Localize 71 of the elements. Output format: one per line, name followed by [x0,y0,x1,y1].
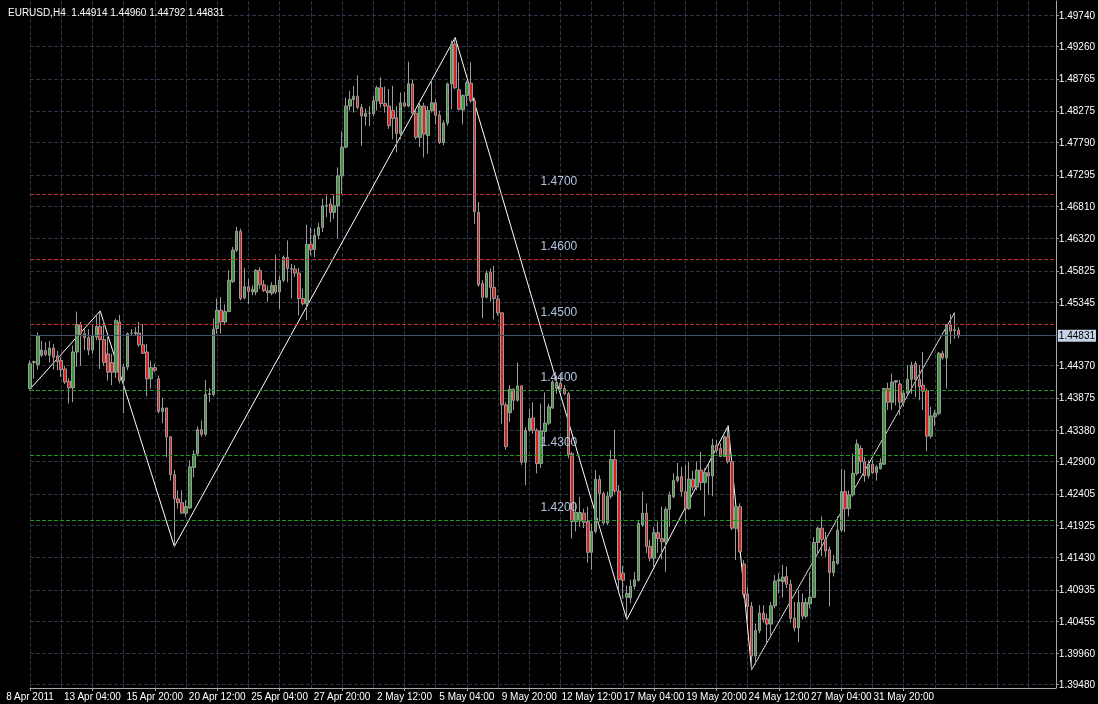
candlestick [711,438,714,497]
candlestick [910,361,913,395]
y-tick-label: 1.40935 [1058,584,1096,596]
candlestick [180,489,184,515]
x-tick-label: 19 May 20:00 [686,690,748,702]
candlestick [492,265,496,320]
x-tick-label: 8 Apr 2011 [6,690,55,702]
candlestick [953,312,956,340]
y-tick-label: 1.47295 [1058,169,1096,181]
y-tick-label: 1.47790 [1058,137,1096,149]
x-tick-label: 9 May 20:00 [501,690,558,702]
x-tick-label: 13 Apr 04:00 [64,690,122,702]
candlestick [578,496,582,528]
candlestick [843,469,847,533]
candlestick [239,228,242,301]
candlestick [329,198,332,223]
x-tick-label: 5 May 04:00 [439,690,495,702]
candlestick [684,464,687,525]
x-tick-label: 15 Apr 20:00 [126,690,184,702]
y-tick-label: 1.41430 [1058,552,1096,564]
x-tick-label: 24 May 12:00 [748,690,810,702]
x-tick-label: 25 Apr 04:00 [251,690,309,702]
candlestick [914,360,917,398]
text: EURUSD,H4 1.44914 1.44960 1.44792 1.44831 [8,6,225,18]
y-tick-label: 1.43875 [1058,392,1096,404]
y-tick-label: 1.46810 [1058,201,1096,213]
y-tick-label: 1.46320 [1058,232,1096,244]
candlestick [87,328,90,356]
candlestick [797,589,800,643]
x-tick-label: 2 May 12:00 [376,690,433,702]
y-tick-label: 1.40455 [1058,615,1096,627]
y-tick-label: 1.43380 [1058,424,1096,436]
candlestick [882,387,886,466]
candlestick [898,379,902,416]
candlestick [52,343,55,371]
candlestick [820,515,824,557]
y-tick-label: 1.39960 [1058,647,1096,659]
y-tick-label: 1.39480 [1058,679,1096,691]
y-tick-label: 1.45345 [1058,296,1096,308]
x-tick-label: 27 May 04:00 [811,690,873,702]
ref-line-label: 1.44831 [1058,330,1096,342]
ref-line-label: 1.4600 [540,239,578,254]
y-tick-label: 1.42900 [1058,456,1096,468]
x-tick-label: 20 Apr 12:00 [188,690,247,702]
candlestick [867,459,870,480]
x-tick-label: 31 May 20:00 [873,690,935,702]
y-tick-label: 1.48765 [1058,73,1096,85]
candlestick [297,267,301,316]
y-tick-label: 1.49740 [1058,9,1096,21]
candlestick [652,526,656,568]
y-tick-label: 1.41925 [1058,519,1096,531]
candlestick [305,224,309,321]
candlestick [254,268,258,296]
candlestick [28,359,32,391]
candlestick [266,284,270,303]
y-tick-label: 1.42405 [1058,488,1096,500]
x-tick-label: 17 May 04:00 [623,690,685,702]
candlestick [98,310,102,370]
candlestick [219,296,223,335]
y-tick-label: 1.48275 [1058,105,1096,117]
y-tick-label: 1.49260 [1058,41,1096,53]
x-tick-label: 27 Apr 20:00 [313,690,371,702]
candlestick [204,379,207,437]
ref-line-label: 1.4500 [540,304,578,319]
y-tick-label: 1.44370 [1058,360,1096,372]
candlestick [890,373,894,411]
candlestick [422,102,426,159]
y-tick-label: 1.45825 [1058,265,1096,277]
x-tick-label: 12 May 12:00 [561,690,623,702]
candlestick [781,564,785,598]
ref-line-label: 1.4700 [540,174,578,189]
